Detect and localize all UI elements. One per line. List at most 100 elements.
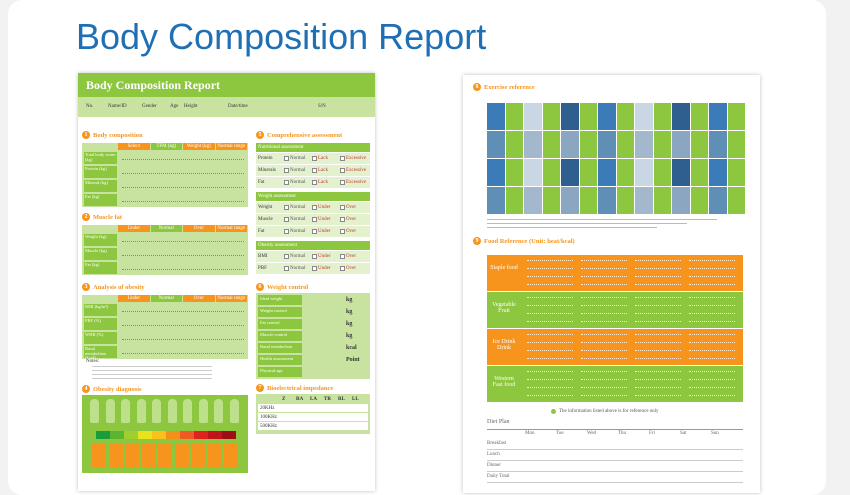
impedance-label: 500KHz (260, 424, 277, 429)
meal-line (487, 460, 743, 461)
exercise-photo (561, 103, 579, 130)
impedance-column: LL (352, 397, 359, 402)
food-line (689, 260, 735, 261)
diet-title: Diet Plan (487, 419, 510, 425)
diagnosis-box (82, 395, 248, 473)
exercise-photo (598, 159, 616, 186)
food-line (581, 371, 627, 372)
exercise-photo (598, 131, 616, 158)
exercise-photo (672, 187, 690, 214)
row-label: Minerals (258, 168, 276, 173)
checkbox (312, 168, 317, 173)
food-group-label: Western Fast food (492, 376, 516, 388)
row-label: PBF (%) (84, 318, 117, 330)
option-label: Under (318, 254, 331, 259)
body-figure (121, 399, 130, 423)
option-label: Lack (318, 156, 328, 161)
day-label: Mon (525, 431, 535, 436)
option-label: Excessive (346, 168, 366, 173)
checkbox (340, 266, 345, 271)
option-label: Normal (290, 217, 306, 222)
row-label: Muscle (kg) (84, 248, 117, 260)
note-line (92, 378, 212, 379)
exercise-photo (524, 187, 542, 214)
food-line (581, 260, 627, 261)
row-line (122, 353, 244, 354)
exercise-cell (616, 187, 634, 214)
section-number: 4 (82, 385, 90, 393)
day-label: Wed (587, 431, 597, 436)
food-line (527, 350, 573, 351)
exercise-photo (709, 159, 727, 186)
food-line (635, 387, 681, 388)
option-label: Over (346, 266, 356, 271)
food-group-label: Vegetable Fruit (492, 302, 516, 314)
exercise-cell (727, 103, 745, 130)
option-label: Under (318, 229, 331, 234)
exercise-photo (598, 187, 616, 214)
checkbox (284, 156, 289, 161)
food-line (689, 358, 735, 359)
checkbox (340, 156, 345, 161)
row-line (122, 241, 244, 242)
food-line (581, 350, 627, 351)
food-line (689, 297, 735, 298)
section-title: Bioelectrical impedance (267, 385, 334, 392)
exercise-cell (579, 159, 597, 186)
weight-unit: kg (346, 297, 353, 303)
report-header: Body Composition Report (78, 73, 375, 97)
food-line (635, 350, 681, 351)
food-line (527, 260, 573, 261)
exercise-photo (561, 187, 579, 214)
body-figure (152, 399, 161, 423)
exercise-photo (635, 103, 653, 130)
scale-segment (124, 431, 138, 439)
exercise-cell (579, 103, 597, 130)
weight-unit: kg (346, 321, 353, 327)
impedance-label: 20KHz (260, 406, 275, 411)
food-line (581, 395, 627, 396)
exercise-photo (524, 159, 542, 186)
exercise-cell (505, 131, 523, 158)
meal-label: Lunch (487, 452, 500, 457)
food-line (689, 284, 735, 285)
food-line (527, 334, 573, 335)
row-label: Mineral (kg) (84, 180, 117, 192)
weight-label: Weight control (258, 307, 302, 317)
weight-label: Muscle control (258, 331, 302, 341)
food-line (581, 268, 627, 269)
section-title: Muscle fat (93, 214, 123, 221)
section-title: Exercise reference (484, 84, 535, 91)
exercise-photo (709, 131, 727, 158)
exercise-cell (690, 159, 708, 186)
meal-line (487, 449, 743, 450)
checkbox (312, 254, 317, 259)
column-header: Select (118, 143, 150, 150)
food-line (581, 334, 627, 335)
row-label: Protein (258, 156, 273, 161)
meal-label: Dinner (487, 463, 501, 468)
row-line (122, 201, 244, 202)
food-line (689, 305, 735, 306)
column-header: Under (118, 225, 150, 232)
field-label: Height (184, 104, 198, 109)
day-label: Tue (556, 431, 564, 436)
weight-unit: kcal (346, 345, 357, 351)
column-header: Normal range (215, 225, 247, 232)
day-label: Sun (711, 431, 719, 436)
diagnosis-cell (207, 443, 222, 467)
food-line (527, 371, 573, 372)
section-title: Body composition (93, 132, 143, 139)
option-label: Under (318, 266, 331, 271)
diagnosis-cell (108, 443, 123, 467)
exercise-cell (505, 103, 523, 130)
scale-segment (166, 431, 180, 439)
option-label: Normal (290, 266, 306, 271)
row-label: PBF (258, 266, 267, 271)
exercise-cell (579, 131, 597, 158)
food-line (527, 379, 573, 380)
day-label: Fri (649, 431, 655, 436)
checkbox (340, 168, 345, 173)
food-group-label: Staple food (490, 265, 518, 271)
